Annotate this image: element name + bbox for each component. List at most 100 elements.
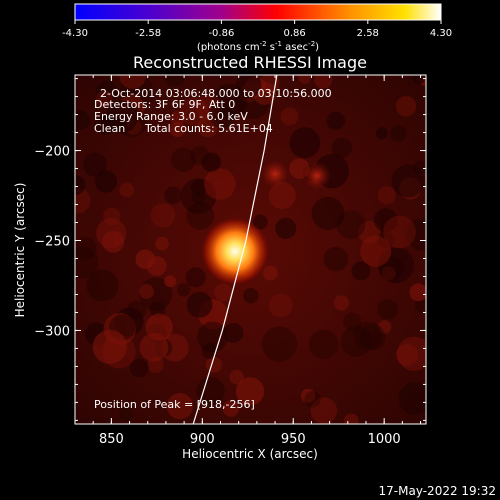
noise-blob [243,288,259,304]
x-axis-label: Heliocentric X (arcsec) [182,447,318,461]
noise-blob [310,397,338,424]
annotation-energy: Energy Range: 3.0 - 6.0 keV [94,110,248,123]
noise-blob [149,301,166,318]
image-area [75,75,426,424]
noise-blob [406,217,426,251]
noise-blob [340,325,372,357]
noise-blob [160,333,189,362]
noise-blob [398,382,426,415]
noise-blob [359,324,386,350]
noise-blob [139,284,154,299]
annotation-detectors: Detectors: 3F 6F 9F, Att 0 [94,98,235,111]
colorbar-tick-label: 2.58 [357,28,379,39]
x-tick-label: 1000 [368,432,401,447]
chart-title: Reconstructed RHESSI Image [133,53,367,72]
noise-blob [381,266,396,281]
noise-blob [378,320,392,334]
noise-blob [304,391,321,408]
noise-blob [204,168,236,200]
x-tick-label: 950 [281,432,306,447]
y-axis-label: Heliocentric Y (arcsec) [13,183,27,318]
peak-source [201,217,270,286]
noise-blob [333,295,350,311]
noise-blob [75,237,97,260]
y-tick-label: −250 [34,235,70,250]
colorbar-tick-label: -4.30 [62,28,88,39]
noise-blob [196,94,221,119]
noise-blob [150,203,176,228]
noise-blob [163,75,187,87]
axes: 850 900 950 1000 −200 −250 −300 [34,75,426,447]
annotation-clean: Clean [94,122,125,135]
noise-blob [86,269,119,302]
noise-blob [119,182,134,198]
faint-source [302,161,331,190]
noise-blob [314,75,333,89]
noise-blob [75,110,91,131]
colorbar-tick-label: -2.58 [135,28,161,39]
noise-blob [75,175,86,195]
noise-blob [353,321,383,351]
noise-blob [308,329,339,360]
noise-blob [201,152,221,172]
x-tick-label: 850 [99,432,124,447]
faint-source [261,159,290,188]
noise-blob [75,246,99,279]
plot-frame [74,74,427,425]
noise-blob [373,208,398,233]
noise-blob [280,107,299,126]
noise-blob [311,196,345,230]
noise-blob [396,336,426,371]
noise-blob [223,322,244,343]
noise-blob [409,283,426,302]
noise-blob [171,147,196,172]
noise-blob [375,127,388,140]
noise-blob [360,235,392,267]
noise-blob [331,137,353,159]
noise-blob [411,75,426,84]
background-noise [75,75,426,424]
noise-blob [197,116,219,138]
noise-blob [268,293,293,318]
noise-blob [344,413,359,424]
noise-blob [139,277,173,311]
noise-blob [289,127,321,159]
x-tick-label: 900 [190,432,215,447]
y-tick-label: −300 [34,324,70,339]
noise-blob [323,246,349,272]
noise-blob [413,160,426,175]
noise-blob [164,275,177,288]
noise-blob [186,291,213,318]
noise-blob [92,329,127,364]
noise-blob [201,342,218,360]
noise-blob [129,358,149,378]
noise-blob [180,97,209,126]
noise-blob [205,356,222,373]
noise-blob [389,125,407,142]
noise-blob [300,388,316,403]
annotation-counts: Total counts: 5.61E+04 [144,122,273,135]
noise-blob [127,300,147,320]
noise-blob [229,369,244,385]
noise-blob [103,207,121,225]
colorbar [74,3,442,21]
noise-blob [119,75,147,89]
annotation-peak: Position of Peak = [918,-256] [94,398,255,411]
noise-blob [235,377,265,406]
noise-blob [396,344,418,367]
noise-blob [351,261,371,281]
noise-blob [115,105,148,138]
noise-blob [102,230,125,253]
sources [201,159,331,286]
colorbar-units: (photons cm-2 s-1 asec-2) [197,40,319,53]
noise-blob [377,299,398,320]
noise-blob [268,181,296,209]
noise-blob [170,110,186,126]
noise-blob [261,326,298,362]
annotation-time-range: 2-Oct-2014 03:06:48.000 to 03:10:56.000 [100,87,332,100]
noise-blob [214,283,233,302]
noise-blob [82,152,107,177]
footer-timestamp: 17-May-2022 19:32 [379,484,496,498]
noise-blob [383,215,416,249]
